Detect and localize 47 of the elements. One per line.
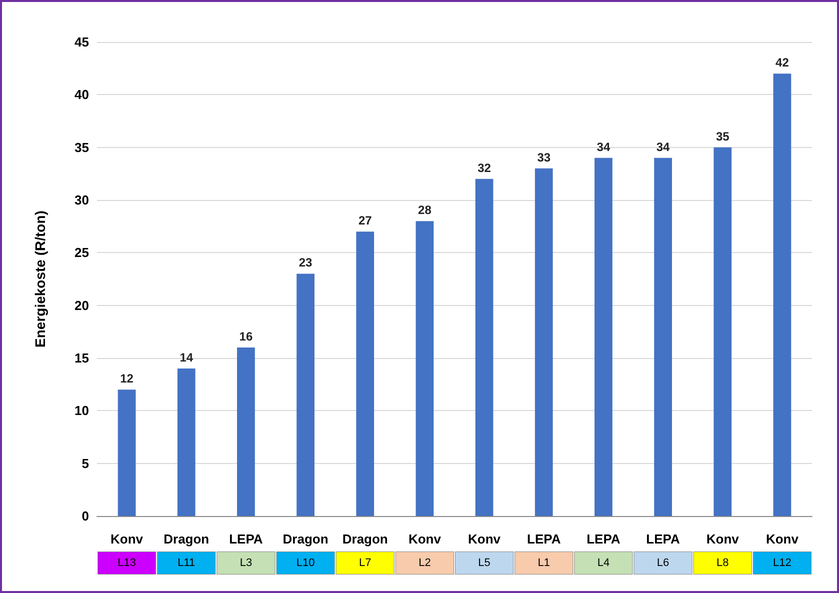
bar xyxy=(416,221,434,516)
x-tick-label: Dragon L11 xyxy=(164,532,210,569)
y-tick-label: 40 xyxy=(74,87,89,102)
data-label: 23 xyxy=(298,256,313,270)
y-tick-label: 30 xyxy=(74,192,89,208)
x-tick-label: Dragon L10 xyxy=(282,532,328,569)
x-tick-label: LEPA L3 xyxy=(229,532,264,569)
data-label: 27 xyxy=(358,214,372,228)
data-label: 16 xyxy=(239,329,253,344)
bar xyxy=(773,74,792,516)
bar xyxy=(654,158,672,516)
bar xyxy=(594,158,612,516)
data-label: 32 xyxy=(478,160,492,175)
y-tick-label: 25 xyxy=(74,245,89,260)
data-label: 33 xyxy=(537,150,551,164)
bar xyxy=(356,232,374,516)
bar xyxy=(296,274,314,516)
bar xyxy=(534,168,553,516)
y-tick-label: 20 xyxy=(74,298,89,313)
x-tick-label: Dragon L7 xyxy=(342,532,388,569)
data-label: 14 xyxy=(180,350,194,365)
x-tick-label: Konv L8 xyxy=(706,532,740,569)
bar xyxy=(475,178,494,516)
data-label: 35 xyxy=(716,129,730,144)
y-tick-label: 5 xyxy=(82,456,89,471)
bar xyxy=(177,368,196,516)
data-label: 12 xyxy=(120,372,134,386)
y-axis-title: Energiekoste (R/ton) xyxy=(32,210,48,348)
x-tick-label: Konv L5 xyxy=(468,532,502,569)
bar xyxy=(714,147,732,516)
y-tick-label: 45 xyxy=(74,34,89,50)
x-tick-label: Konv L13 xyxy=(110,532,144,569)
bar xyxy=(237,347,255,516)
data-label: 28 xyxy=(418,203,432,218)
bar xyxy=(118,390,136,516)
data-label: 34 xyxy=(656,140,670,154)
y-tick-label: 35 xyxy=(74,140,89,155)
x-tick-label: Konv L12 xyxy=(766,532,800,569)
data-label: 34 xyxy=(596,140,610,154)
data-label: 42 xyxy=(776,56,790,70)
y-tick-label: 10 xyxy=(74,403,89,418)
x-tick-label: LEPA L4 xyxy=(586,532,621,569)
x-tick-label: LEPA L6 xyxy=(646,532,680,569)
y-tick-label: 0 xyxy=(82,508,89,524)
y-tick-label: 15 xyxy=(74,350,89,366)
x-tick-label: Konv L2 xyxy=(408,532,442,569)
x-tick-label: LEPA L1 xyxy=(527,532,562,569)
